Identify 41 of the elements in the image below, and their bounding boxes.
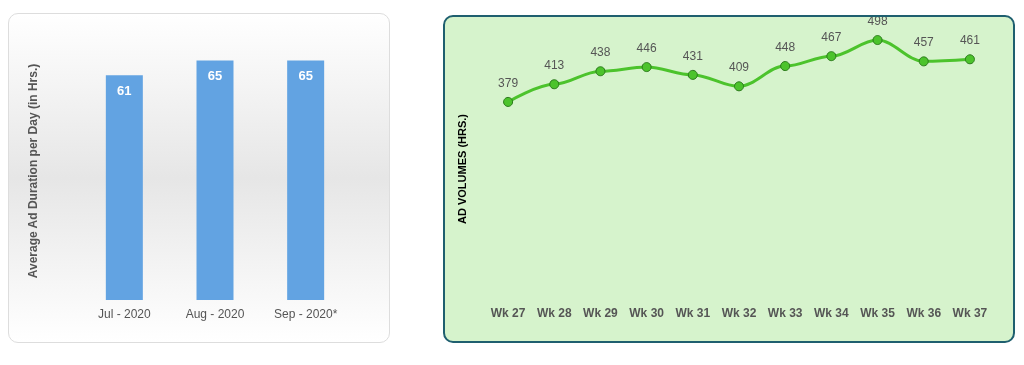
x-tick-label: Wk 33 (767, 306, 803, 320)
data-label: 461 (959, 33, 981, 48)
point (549, 79, 560, 90)
point (918, 56, 929, 67)
x-tick-label: Wk 29 (583, 306, 619, 320)
x-tick-label: Sep - 2020* (273, 307, 338, 321)
y-axis-title: AD VOLUMES (HRS.) (455, 113, 468, 224)
x-tick-label: Wk 36 (906, 306, 942, 320)
point (641, 62, 652, 73)
data-label: 413 (544, 58, 565, 73)
x-tick-label: Aug - 2020 (185, 307, 245, 321)
data-label: 65 (298, 68, 313, 84)
point (503, 96, 514, 107)
data-label: 448 (775, 40, 796, 55)
data-label: 61 (117, 83, 132, 99)
x-tick-label: Wk 35 (860, 306, 896, 320)
point (872, 35, 883, 46)
x-tick-label: Wk 28 (536, 306, 572, 320)
x-tick-label: Wk 32 (721, 306, 757, 320)
data-label: 65 (207, 68, 223, 84)
x-tick-label: Wk 27 (490, 306, 526, 320)
data-label: 409 (728, 60, 750, 75)
data-label: 438 (590, 45, 611, 60)
data-label: 457 (913, 35, 935, 50)
y-axis-title: Average Ad Duration per Day (in Hrs.) (26, 63, 40, 279)
x-tick-label: Jul - 2020 (97, 307, 152, 321)
point (826, 51, 837, 62)
x-tick-label: Wk 31 (675, 306, 711, 320)
x-tick-label: Wk 30 (629, 306, 665, 320)
data-label: 498 (867, 14, 888, 29)
point (780, 61, 791, 72)
data-label: 379 (498, 75, 519, 90)
point (964, 54, 975, 65)
point (595, 66, 606, 77)
data-label: 467 (821, 30, 842, 45)
x-tick-label: Wk 37 (952, 306, 988, 320)
point (734, 81, 744, 92)
point (687, 69, 698, 80)
data-label: 446 (636, 41, 657, 56)
x-tick-label: Wk 34 (814, 306, 850, 320)
data-label: 431 (682, 48, 704, 63)
